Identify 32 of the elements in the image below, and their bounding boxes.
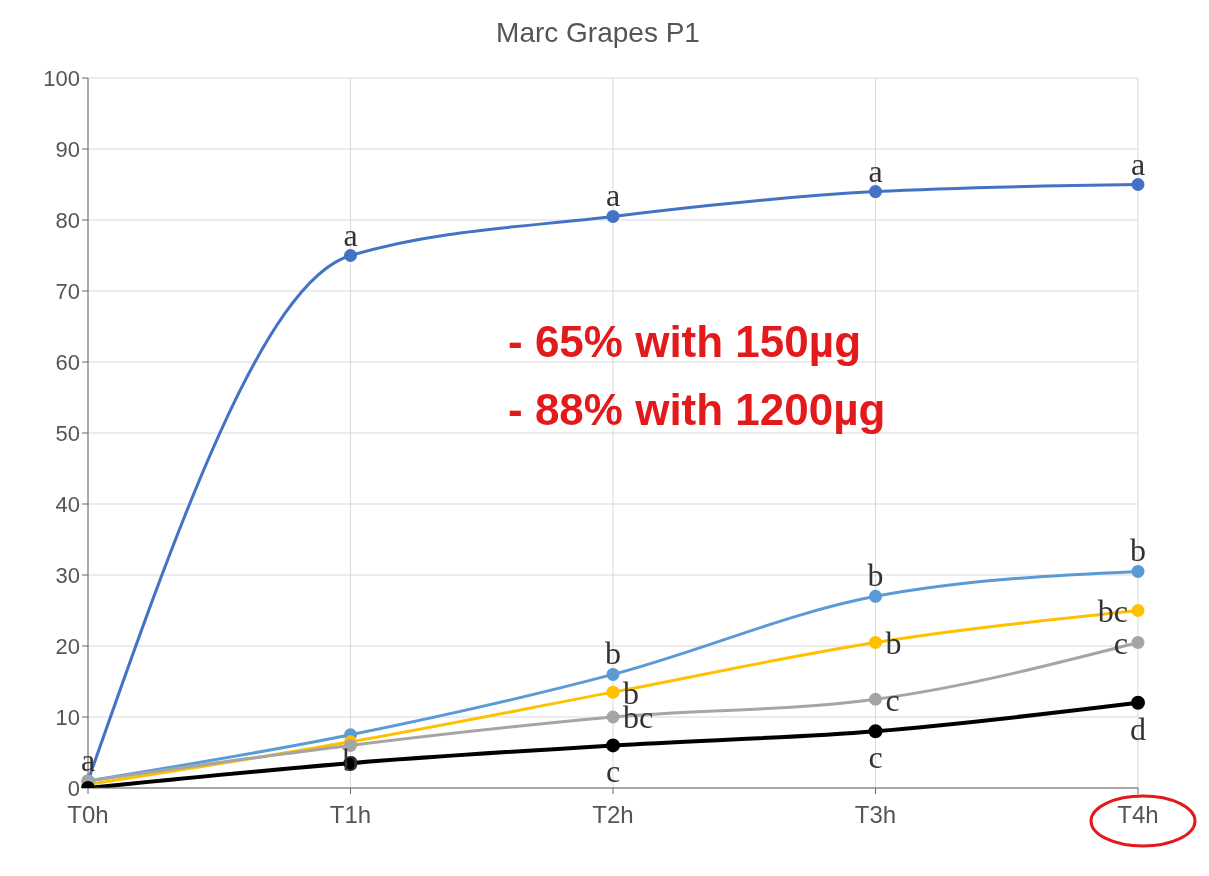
y-tick-label: 10 [55,704,80,730]
annotation: c [1113,624,1128,661]
annotation: b [1130,532,1146,569]
annotation: a [343,216,358,253]
annotation: c [868,738,883,775]
x-tick-label: T3h [854,801,897,829]
y-tick-label: 0 [67,775,80,801]
y-tick-label: 90 [55,136,80,162]
annotation: b [867,557,884,594]
annotation: d [1130,710,1146,747]
chart-title: Marc Grapes P1 [495,16,701,50]
annotation: - 88% with 1200µg [508,384,886,436]
x-tick-label: T0h [67,801,109,829]
annotation: c [885,681,900,718]
y-tick-label: 60 [55,349,80,375]
x-tick-label: T4h [1117,801,1159,829]
annotation: a [80,741,96,778]
annotation: a [868,152,883,189]
y-tick-label: 40 [55,491,80,517]
annotation: b [605,635,621,672]
annotation: a [1130,145,1146,182]
annotation: c [605,753,621,790]
y-tick-label: 80 [55,207,80,233]
annotation: a [605,177,621,214]
y-tick-label: 100 [43,65,80,91]
x-tick-label: T1h [329,801,372,829]
x-tick-label: T2h [592,801,634,829]
y-tick-label: 70 [55,278,80,304]
y-tick-label: 30 [55,562,80,588]
y-tick-label: 50 [55,420,80,446]
y-tick-label: 20 [55,633,80,659]
annotation: - 65% with 150µg [508,316,862,368]
